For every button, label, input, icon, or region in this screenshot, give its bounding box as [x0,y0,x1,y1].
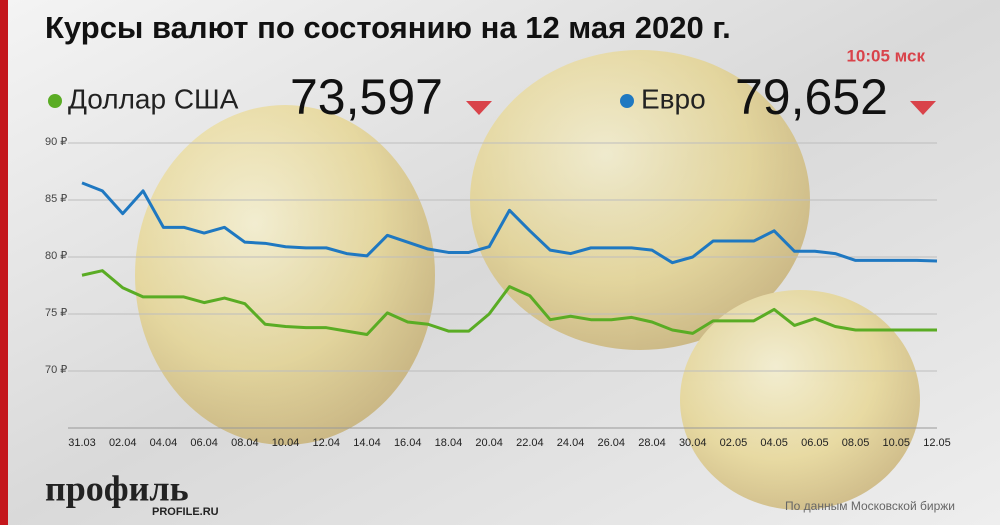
x-tick-label: 30.04 [679,437,707,449]
x-tick-label: 26.04 [598,437,626,449]
x-tick-label: 02.04 [109,437,137,449]
x-tick-label: 08.05 [842,437,870,449]
series-line [81,181,938,265]
logo-url: PROFILE.RU [152,506,219,518]
x-tick-label: 04.05 [760,437,788,449]
x-tick-label: 10.05 [883,437,911,449]
rate-value: 73,597 [290,69,443,125]
x-tick-label: 16.04 [394,437,422,449]
down-arrow [466,101,492,115]
y-tick-label: 90 ₽ [45,136,67,148]
series-line [81,269,937,337]
x-tick-label: 14.04 [353,437,381,449]
x-tick-label: 12.04 [313,437,341,449]
y-tick-label: 70 ₽ [45,364,67,376]
legend-label: Евро [641,83,706,114]
legend-marker [48,94,62,108]
x-tick-label: 20.04 [475,437,503,449]
accent-bar [0,0,8,525]
y-tick-label: 85 ₽ [45,193,67,205]
rate-value: 79,652 [735,69,888,125]
legend-marker [620,94,634,108]
down-arrow [910,101,936,115]
x-tick-label: 28.04 [638,437,666,449]
x-tick-label: 10.04 [272,437,300,449]
x-tick-label: 04.04 [150,437,178,449]
logo: профиль [45,468,189,508]
y-tick-label: 80 ₽ [45,250,67,262]
x-tick-label: 22.04 [516,437,544,449]
x-tick-label: 12.05 [923,437,951,449]
x-tick-label: 24.04 [557,437,585,449]
time-label: 10:05 мск [846,46,925,65]
x-tick-label: 06.04 [190,437,218,449]
source: По данным Московской биржи [785,499,955,513]
chart-title: Курсы валют по состоянию на 12 мая 2020 … [45,10,731,45]
legend-label: Доллар США [68,83,239,114]
x-tick-label: 08.04 [231,437,259,449]
x-tick-label: 02.05 [720,437,748,449]
x-tick-label: 06.05 [801,437,829,449]
x-tick-label: 31.03 [68,437,96,449]
y-tick-label: 75 ₽ [45,307,67,319]
x-tick-label: 18.04 [435,437,463,449]
decoration [135,50,920,510]
